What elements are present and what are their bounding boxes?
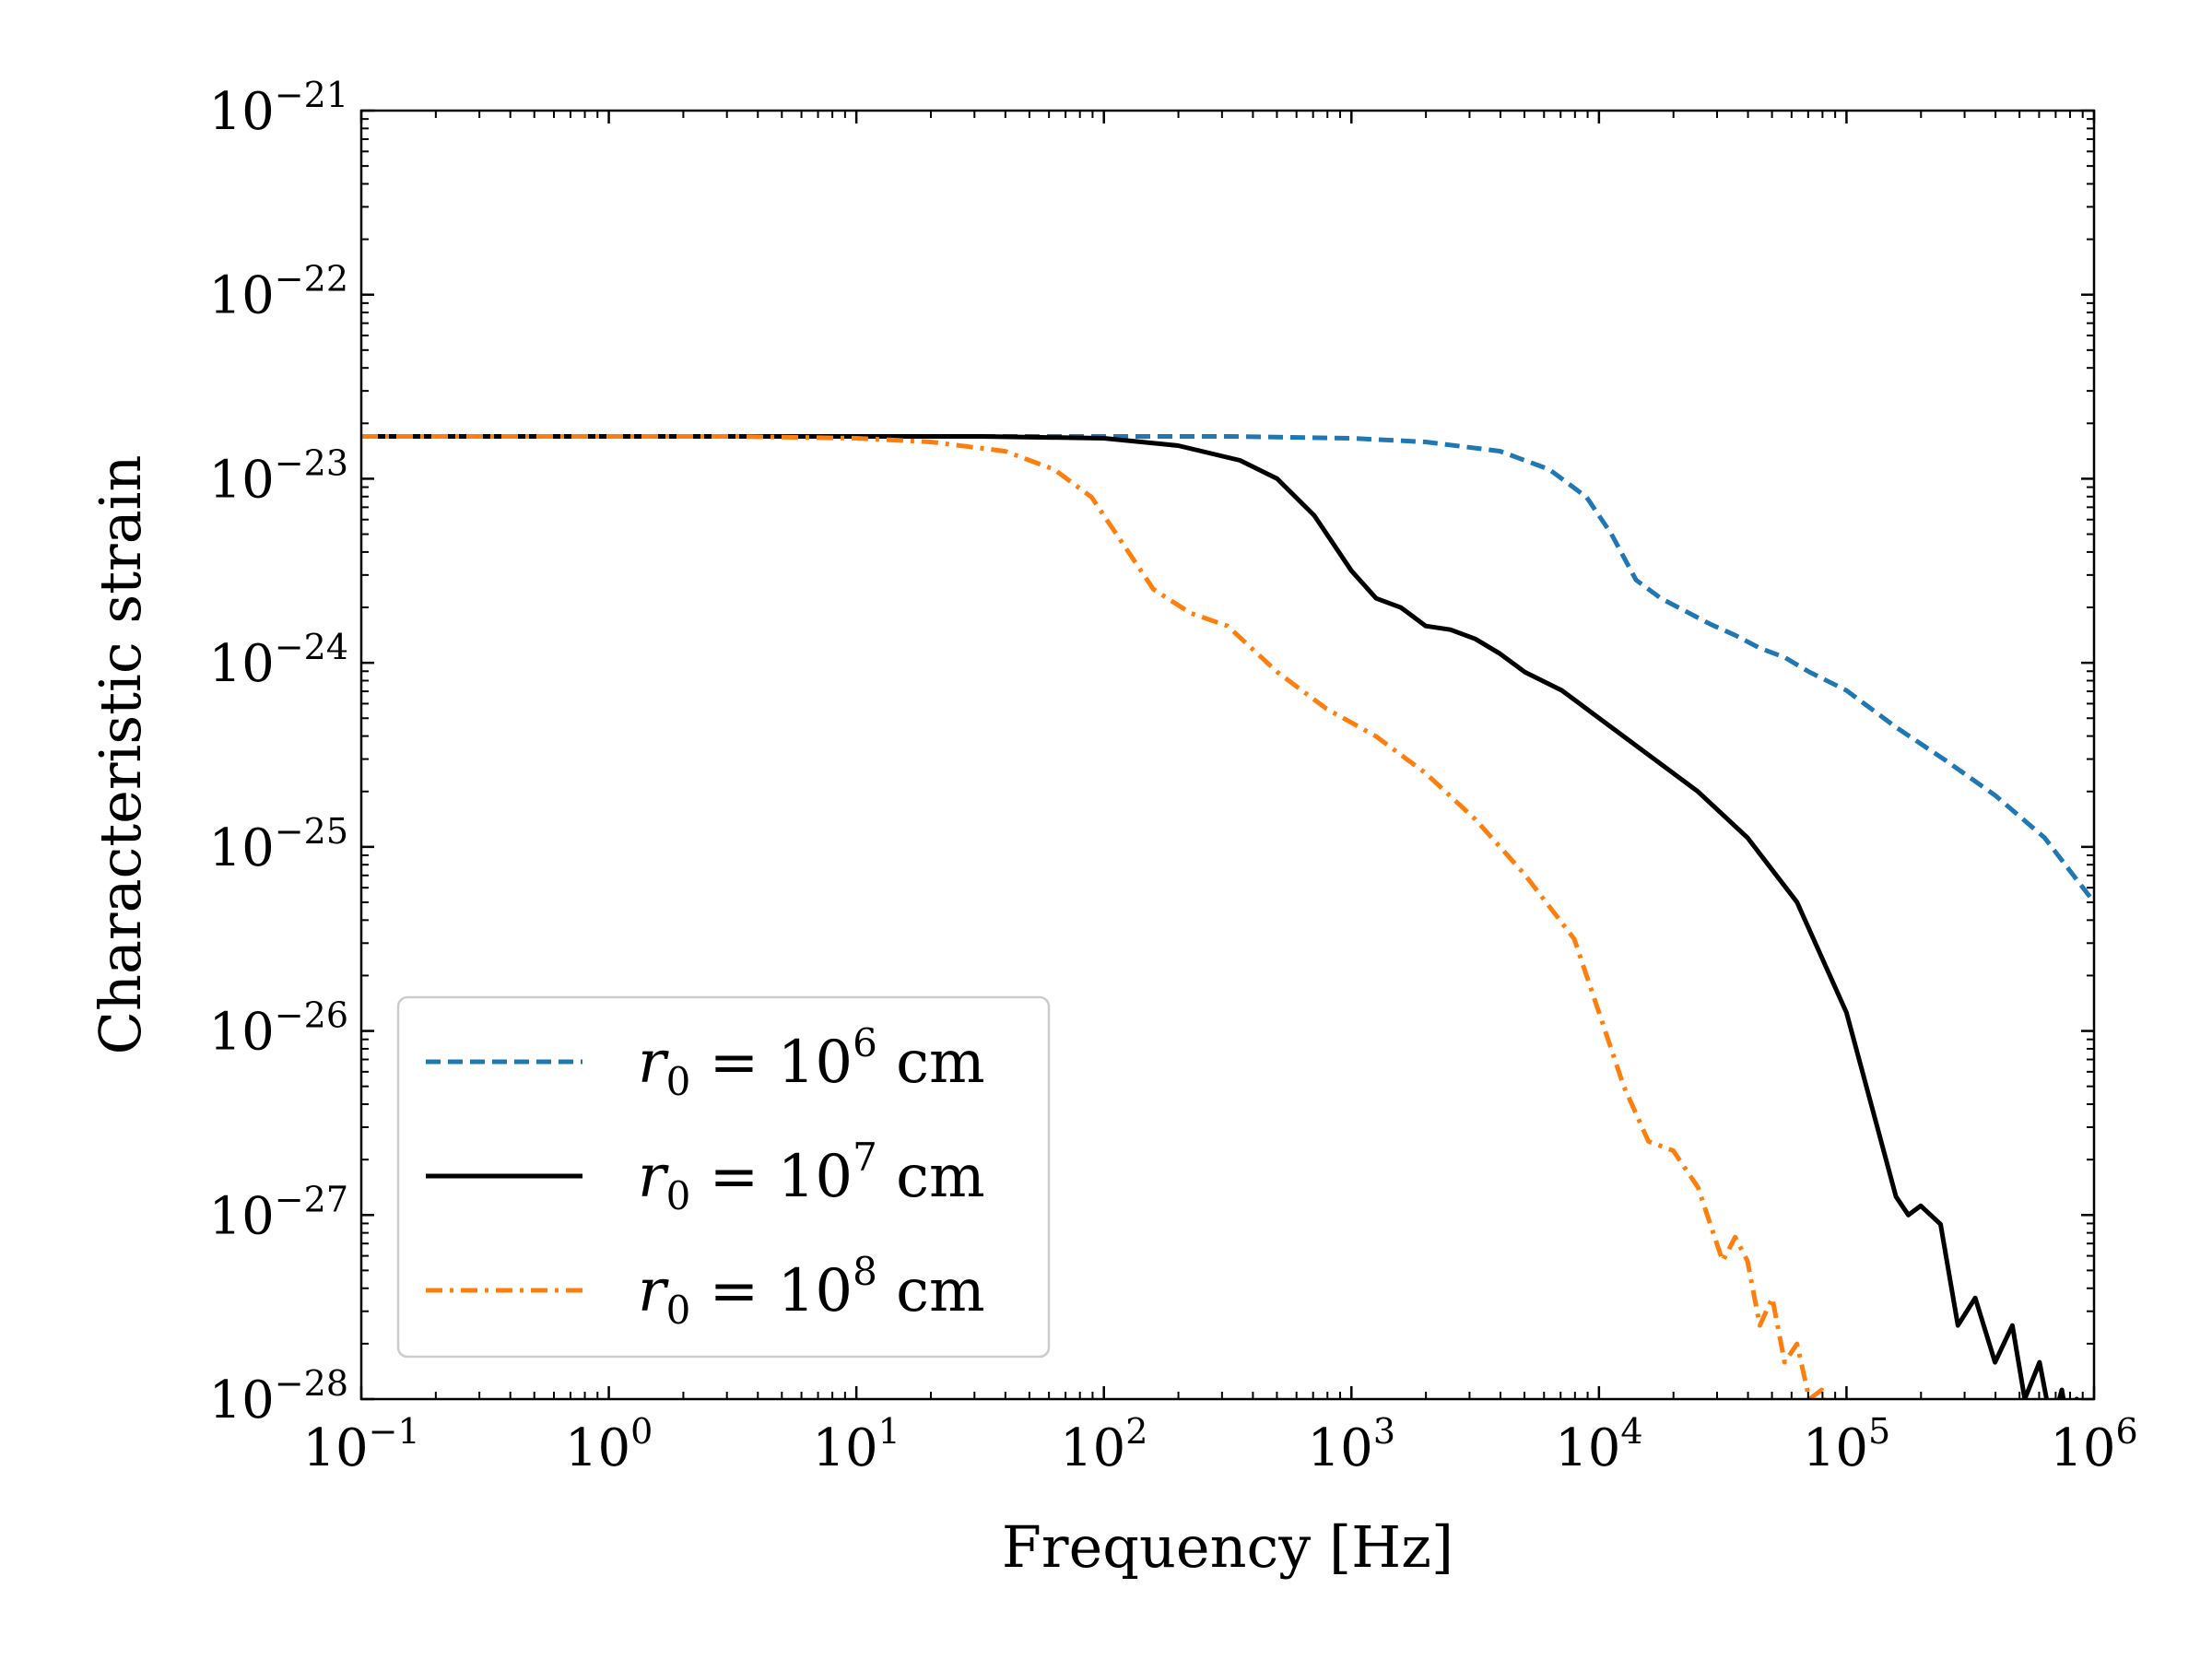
x-tick-label-base: 10 — [1555, 1418, 1620, 1478]
y-tick-label-base: 10 — [209, 266, 275, 326]
legend-label-eq: = 10 — [690, 1257, 853, 1325]
y-tick-label: 10−28 — [209, 1363, 348, 1430]
ticks-layer: 10−1 100 101 102 103 104 105 10610−2110−2210−23… — [209, 75, 2138, 1478]
y-tick-label: 10−21 — [209, 75, 348, 142]
x-tick-label-base: 10 — [1803, 1418, 1868, 1478]
series-layer — [361, 434, 2094, 1399]
y-tick-label-base: 10 — [209, 1186, 275, 1246]
y-tick-label-base: 10 — [209, 1003, 275, 1063]
series-line-3 — [361, 434, 1827, 1399]
legend-label-var: r — [638, 1143, 669, 1211]
x-tick-label-base: 10 — [812, 1418, 877, 1478]
x-tick-label: 102 — [1060, 1411, 1147, 1478]
series-line-1 — [361, 434, 2094, 904]
y-tick-label-exp: −27 — [275, 1179, 348, 1219]
x-tick-label: 104 — [1555, 1411, 1642, 1478]
y-tick-label: 10−27 — [209, 1179, 348, 1246]
x-tick-label-exp: 0 — [630, 1411, 653, 1452]
y-tick-label-exp: −28 — [275, 1363, 348, 1404]
x-tick-label: 10−1 — [302, 1411, 419, 1478]
x-tick-label-base: 10 — [302, 1418, 368, 1478]
legend-label-var: r — [638, 1029, 669, 1097]
legend-label-unit: cm — [877, 1029, 985, 1097]
x-tick-label: 106 — [2050, 1411, 2137, 1478]
y-tick-label: 10−22 — [209, 259, 348, 326]
x-tick-label-exp: 3 — [1373, 1411, 1395, 1452]
x-tick-label-exp: −1 — [369, 1411, 420, 1452]
legend-label-eq: = 10 — [690, 1143, 853, 1211]
x-tick-label: 100 — [565, 1411, 653, 1478]
legend-label-unit: cm — [877, 1257, 985, 1325]
x-tick-label-base: 10 — [2050, 1418, 2115, 1478]
legend-label-exp: 6 — [853, 1020, 877, 1065]
y-tick-label: 10−26 — [209, 995, 348, 1063]
y-tick-label: 10−24 — [209, 627, 348, 694]
y-tick-label: 10−23 — [209, 442, 348, 510]
x-tick-label-base: 10 — [1308, 1418, 1373, 1478]
y-tick-label-exp: −26 — [275, 995, 348, 1036]
legend-label-1: r0 = 106 cm — [638, 1020, 985, 1104]
y-axis-label: Characteristic strain — [87, 455, 154, 1055]
x-tick-label-exp: 2 — [1125, 1411, 1147, 1452]
x-tick-label-exp: 4 — [1620, 1411, 1642, 1452]
legend-label-exp: 8 — [853, 1249, 877, 1294]
y-tick-label-base: 10 — [209, 1371, 275, 1430]
y-tick-label-base: 10 — [209, 450, 275, 510]
y-tick-label: 10−25 — [209, 811, 348, 878]
y-tick-label-exp: −23 — [275, 442, 348, 483]
legend-label-sub: 0 — [666, 1059, 691, 1104]
legend-label-var: r — [638, 1257, 669, 1325]
legend-label-sub: 0 — [666, 1173, 691, 1218]
x-tick-label: 103 — [1308, 1411, 1395, 1478]
legend-box — [396, 995, 1051, 1359]
y-tick-label-base: 10 — [209, 818, 275, 878]
plot-frame — [359, 109, 2096, 1401]
y-tick-label-base: 10 — [209, 82, 275, 142]
y-tick-label-exp: −22 — [275, 259, 348, 300]
y-tick-label-exp: −25 — [275, 811, 348, 852]
legend-label-exp: 7 — [853, 1135, 877, 1180]
x-tick-label: 101 — [812, 1411, 900, 1478]
legend-label-eq: = 10 — [690, 1029, 853, 1097]
y-tick-label-base: 10 — [209, 634, 275, 694]
legend-label-sub: 0 — [666, 1288, 691, 1333]
series-line-2 — [361, 434, 2079, 1399]
x-axis-label: Frequency [Hz] — [1002, 1513, 1453, 1581]
x-tick-label-exp: 6 — [2116, 1411, 2138, 1452]
y-tick-label-exp: −24 — [275, 627, 348, 667]
x-tick-label-exp: 5 — [1868, 1411, 1890, 1452]
x-tick-label-exp: 1 — [878, 1411, 900, 1452]
legend-label-2: r0 = 107 cm — [638, 1135, 985, 1218]
x-tick-label: 105 — [1803, 1411, 1890, 1478]
x-tick-label-base: 10 — [1060, 1418, 1125, 1478]
y-tick-label-exp: −21 — [275, 75, 348, 115]
legend-label-unit: cm — [877, 1143, 985, 1211]
x-tick-label-base: 10 — [565, 1418, 630, 1478]
legend-label-3: r0 = 108 cm — [638, 1249, 985, 1333]
